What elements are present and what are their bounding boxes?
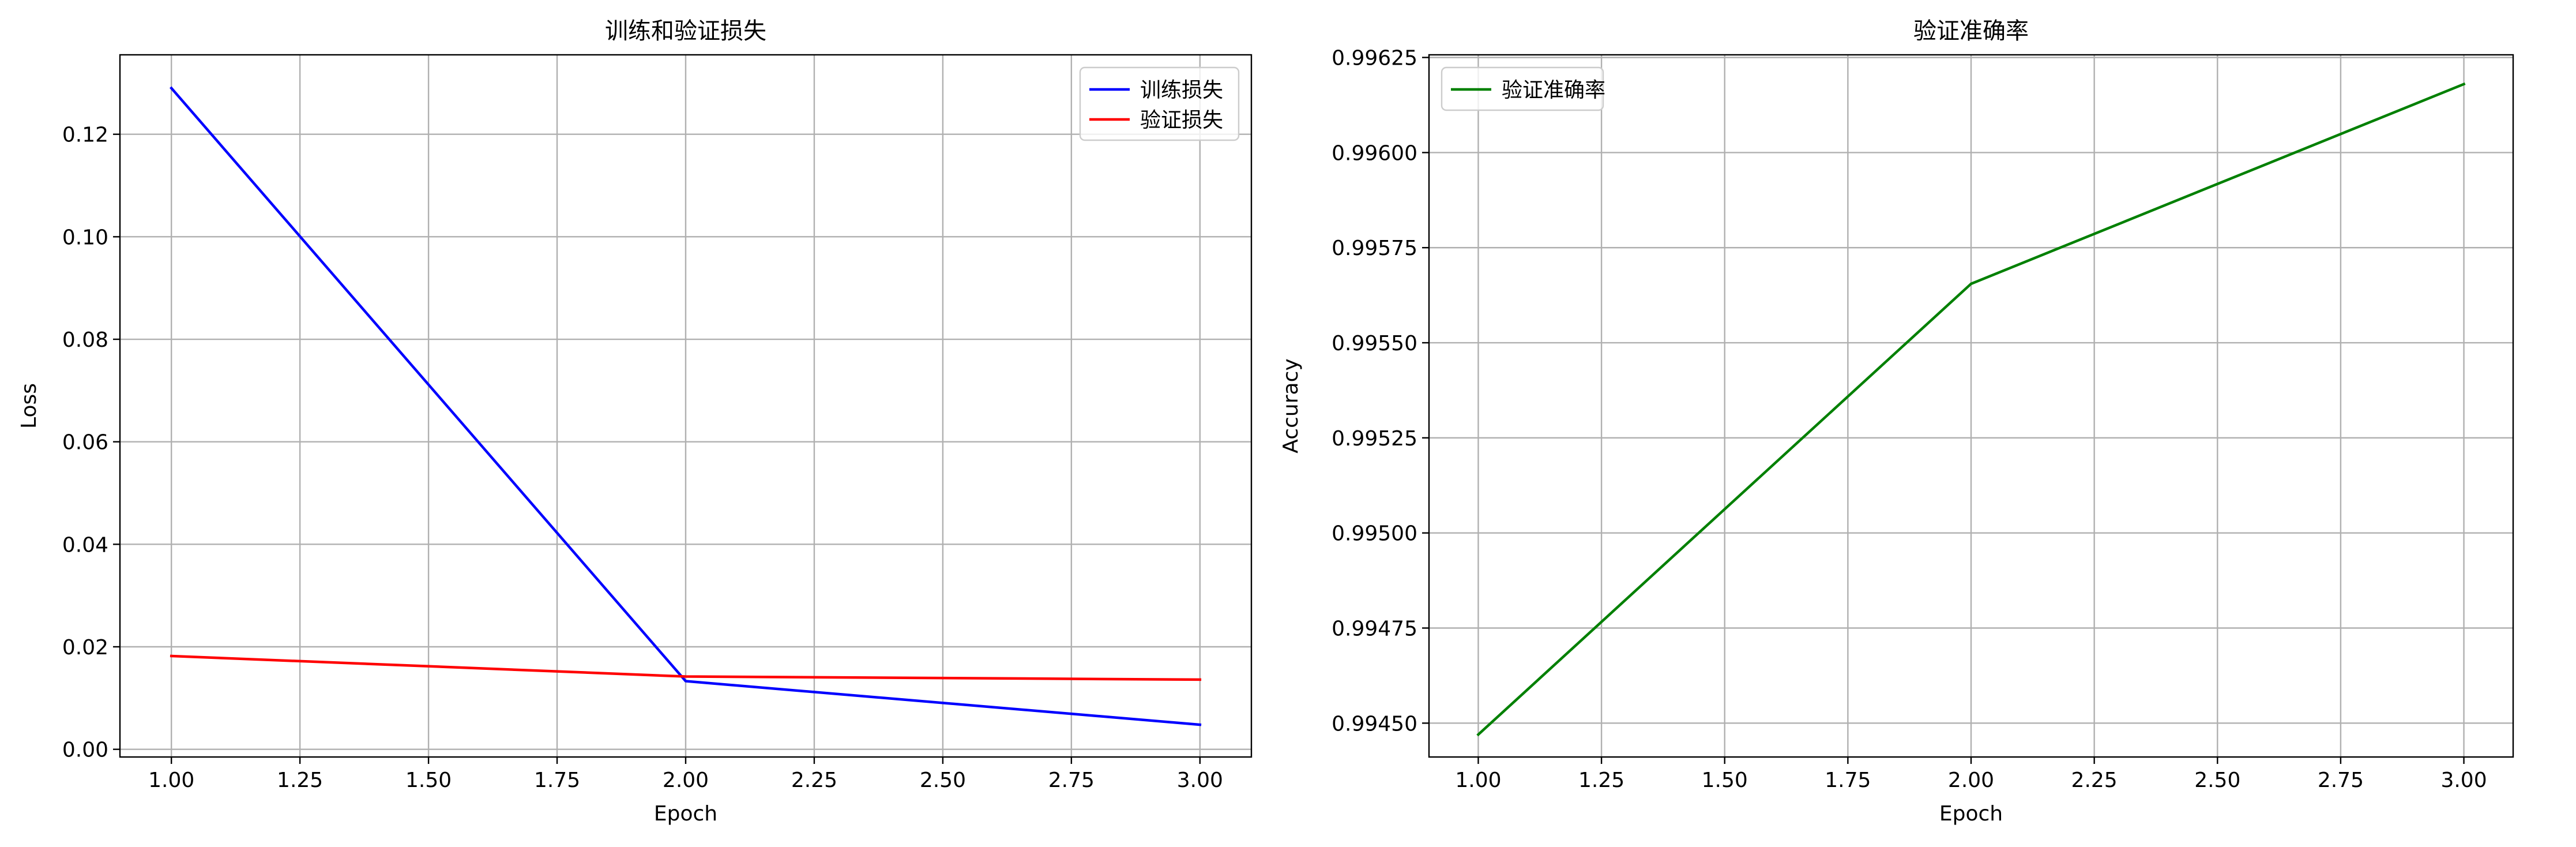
accuracy-x-tick-label: 1.25 — [1578, 769, 1624, 792]
accuracy-y-tick-label: 0.99475 — [1332, 617, 1417, 641]
loss-y-tick-label: 0.08 — [62, 328, 108, 352]
loss-y-tick-label: 0.02 — [62, 636, 108, 659]
loss-y-tick-label: 0.12 — [62, 123, 108, 147]
loss-x-tick-label: 1.50 — [405, 769, 452, 792]
accuracy-x-tick-label: 3.00 — [2440, 769, 2487, 792]
loss-y-tick-label: 0.04 — [62, 533, 108, 557]
loss-legend-label-1: 验证损失 — [1140, 108, 1223, 132]
loss-series-line-1 — [170, 654, 1202, 681]
loss-x-tick-label: 2.00 — [663, 769, 709, 792]
loss-y-tick-label: 0.00 — [62, 739, 108, 762]
accuracy-y-tick-label: 0.99500 — [1332, 522, 1417, 546]
accuracy-x-axis-label: Epoch — [1939, 802, 2003, 826]
loss-x-tick-label: 1.25 — [277, 769, 323, 792]
loss-x-tick-label: 1.00 — [148, 769, 194, 792]
loss-x-axis-label: Epoch — [654, 802, 717, 826]
loss-chart-title: 训练和验证损失 — [605, 18, 766, 44]
accuracy-y-axis-label: Accuracy — [1279, 358, 1303, 453]
loss-series-line-0 — [170, 86, 1202, 726]
accuracy-y-tick-label: 0.99575 — [1332, 237, 1417, 260]
loss-x-tick-label: 3.00 — [1177, 769, 1223, 792]
loss-legend-label-0: 训练损失 — [1140, 78, 1223, 102]
loss-x-tick-label: 1.75 — [534, 769, 580, 792]
accuracy-y-tick-label: 0.99625 — [1332, 47, 1417, 70]
loss-y-axis-label: Loss — [17, 383, 41, 429]
accuracy-y-tick-label: 0.99450 — [1332, 712, 1417, 736]
accuracy-x-tick-label: 1.75 — [1825, 769, 1871, 792]
accuracy-legend-box — [1441, 66, 1604, 111]
accuracy-chart-title: 验证准确率 — [1913, 18, 2029, 44]
accuracy-x-tick-label: 2.25 — [2071, 769, 2118, 792]
accuracy-x-tick-label: 1.00 — [1455, 769, 1501, 792]
accuracy-x-tick-label: 2.50 — [2194, 769, 2240, 792]
loss-x-tick-label: 2.25 — [791, 769, 837, 792]
accuracy-series-line-0 — [1476, 82, 2466, 737]
accuracy-x-tick-label: 2.00 — [1948, 769, 1994, 792]
accuracy-legend: 验证准确率 — [1441, 66, 1605, 111]
loss-x-tick-label: 2.75 — [1048, 769, 1095, 792]
accuracy-legend-label-0: 验证准确率 — [1502, 78, 1605, 102]
loss-y-tick-label: 0.06 — [62, 431, 108, 455]
accuracy-y-tick-label: 0.99525 — [1332, 427, 1417, 451]
loss-y-tick-label: 0.10 — [62, 226, 108, 249]
accuracy-x-tick-label: 2.75 — [2318, 769, 2364, 792]
accuracy-y-tick-label: 0.99600 — [1332, 141, 1417, 165]
loss-x-tick-label: 2.50 — [920, 769, 966, 792]
accuracy-y-tick-label: 0.99550 — [1332, 332, 1417, 355]
accuracy-x-tick-label: 1.50 — [1702, 769, 1748, 792]
loss-chart: 1.00 1.25 1.50 1.75 2.00 2.25 2.50 2.75 3.00 0.00… — [17, 18, 1253, 826]
loss-legend-box — [1079, 66, 1240, 141]
accuracy-chart: 1.00 1.25 1.50 1.75 2.00 2.25 2.50 2.75 3.00 0.99… — [1279, 18, 2514, 826]
